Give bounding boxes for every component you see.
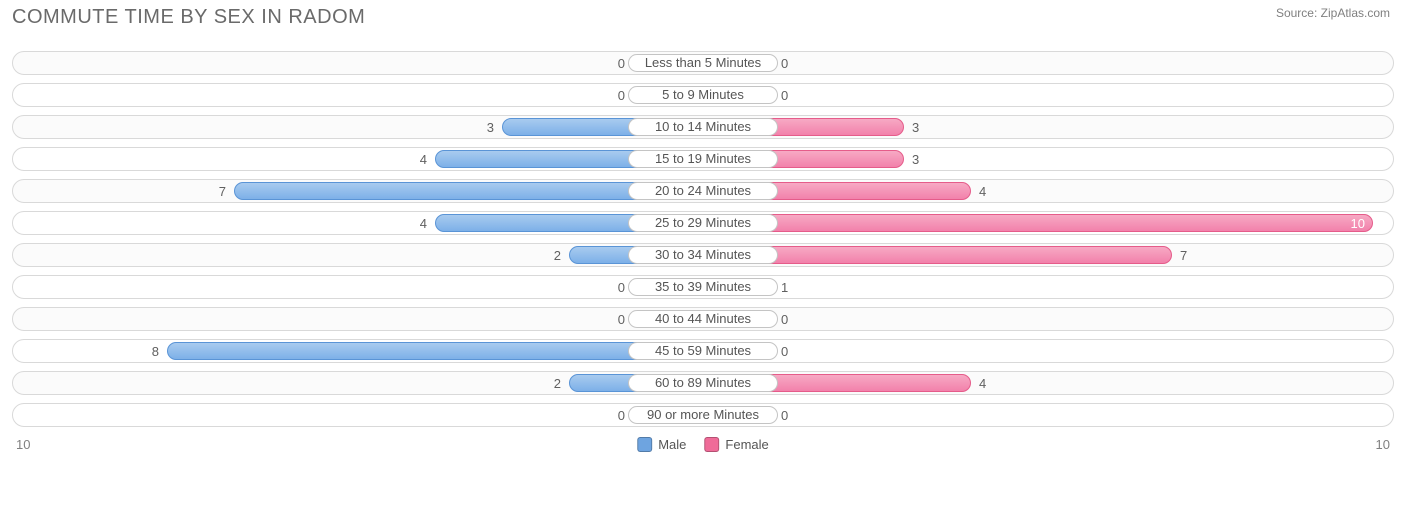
male-value: 0 — [618, 276, 625, 300]
category-pill: 45 to 59 Minutes — [628, 342, 778, 360]
female-value: 3 — [912, 148, 919, 172]
chart-row: 4 10 25 to 29 Minutes — [12, 211, 1394, 235]
chart-row: 7 4 20 to 24 Minutes — [12, 179, 1394, 203]
male-value: 0 — [618, 404, 625, 428]
male-value: 2 — [554, 244, 561, 268]
legend-male: Male — [637, 437, 686, 452]
chart-area: 00Less than 5 Minutes005 to 9 Minutes331… — [0, 31, 1406, 437]
chart-row: 0 090 or more Minutes — [12, 403, 1394, 427]
male-value: 8 — [152, 340, 159, 364]
category-pill: 60 to 89 Minutes — [628, 374, 778, 392]
female-value: 1 — [781, 276, 788, 300]
female-value: 0 — [781, 84, 788, 108]
category-pill: 20 to 24 Minutes — [628, 182, 778, 200]
footer: 10 Male Female 10 — [0, 437, 1406, 459]
chart-row: 0 0Less than 5 Minutes — [12, 51, 1394, 75]
category-pill: 5 to 9 Minutes — [628, 86, 778, 104]
female-swatch-icon — [704, 437, 719, 452]
female-value: 7 — [1180, 244, 1187, 268]
chart-row: 0 040 to 44 Minutes — [12, 307, 1394, 331]
category-pill: Less than 5 Minutes — [628, 54, 778, 72]
chart-row: 3 3 10 to 14 Minutes — [12, 115, 1394, 139]
male-value: 7 — [219, 180, 226, 204]
chart-row: 0 05 to 9 Minutes — [12, 83, 1394, 107]
category-pill: 30 to 34 Minutes — [628, 246, 778, 264]
male-bar — [167, 342, 703, 360]
male-value: 0 — [618, 308, 625, 332]
legend-male-label: Male — [658, 437, 686, 452]
legend-female-label: Female — [725, 437, 768, 452]
male-value: 4 — [420, 148, 427, 172]
female-value: 10 — [1351, 212, 1365, 236]
male-value: 2 — [554, 372, 561, 396]
axis-max-left: 10 — [16, 437, 30, 452]
category-pill: 35 to 39 Minutes — [628, 278, 778, 296]
male-value: 0 — [618, 84, 625, 108]
female-value: 4 — [979, 180, 986, 204]
female-value: 0 — [781, 340, 788, 364]
male-bar-fill — [167, 342, 703, 360]
source-label: Source: ZipAtlas.com — [1276, 6, 1390, 20]
male-value: 3 — [487, 116, 494, 140]
male-value: 0 — [618, 52, 625, 76]
male-swatch-icon — [637, 437, 652, 452]
chart-row: 8 045 to 59 Minutes — [12, 339, 1394, 363]
female-bar — [703, 214, 1373, 232]
chart-row: 2 7 30 to 34 Minutes — [12, 243, 1394, 267]
female-bar-fill — [703, 214, 1373, 232]
female-value: 0 — [781, 404, 788, 428]
legend: Male Female — [637, 437, 769, 452]
category-pill: 25 to 29 Minutes — [628, 214, 778, 232]
chart-row: 4 3 15 to 19 Minutes — [12, 147, 1394, 171]
chart-title: COMMUTE TIME BY SEX IN RADOM — [12, 6, 365, 29]
chart-row: 2 4 60 to 89 Minutes — [12, 371, 1394, 395]
header: COMMUTE TIME BY SEX IN RADOM Source: Zip… — [0, 0, 1406, 31]
category-pill: 40 to 44 Minutes — [628, 310, 778, 328]
axis-max-right: 10 — [1376, 437, 1390, 452]
category-pill: 10 to 14 Minutes — [628, 118, 778, 136]
female-value: 3 — [912, 116, 919, 140]
category-pill: 90 or more Minutes — [628, 406, 778, 424]
male-value: 4 — [420, 212, 427, 236]
female-value: 0 — [781, 308, 788, 332]
category-pill: 15 to 19 Minutes — [628, 150, 778, 168]
chart-row: 0 135 to 39 Minutes — [12, 275, 1394, 299]
female-value: 4 — [979, 372, 986, 396]
legend-female: Female — [704, 437, 768, 452]
female-value: 0 — [781, 52, 788, 76]
